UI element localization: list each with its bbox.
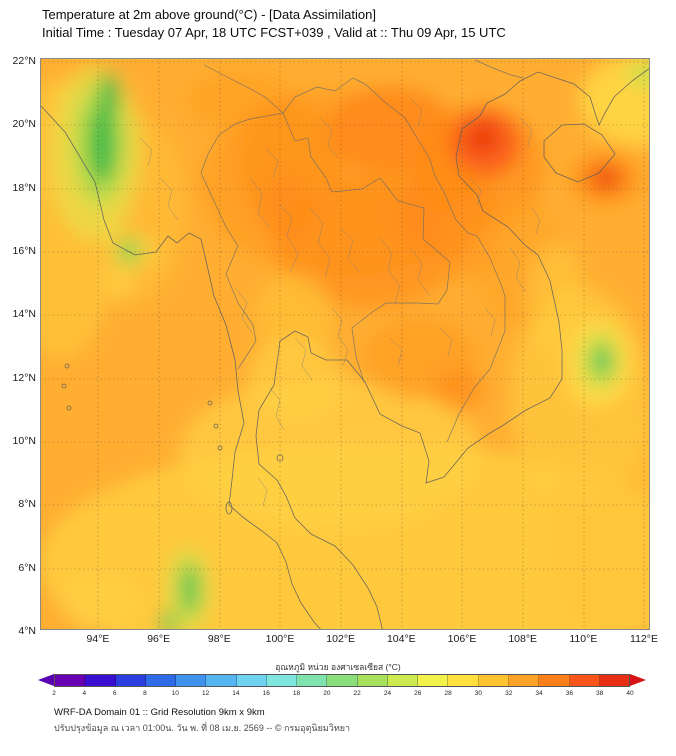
lon-tick-label: 94°E — [86, 633, 110, 645]
colorbar-segment — [266, 675, 298, 686]
colorbar-segment — [327, 675, 358, 686]
lon-tick-label: 112°E — [630, 633, 658, 645]
lat-tick-label: 4°N — [18, 624, 36, 637]
map-frame — [40, 58, 650, 630]
colorbar-segment — [357, 675, 388, 686]
colorbar-segment — [569, 675, 600, 686]
temperature-field — [40, 58, 650, 630]
colorbar-tick-label: 34 — [535, 690, 543, 697]
colorbar-tick-label: 18 — [292, 690, 301, 697]
lat-tick-label: 10°N — [12, 434, 36, 447]
lon-tick-label: 100°E — [265, 633, 295, 645]
lat-tick-label: 22°N — [12, 55, 36, 67]
colorbar-tick-label: 36 — [565, 690, 573, 697]
colorbar-tick-label: 2 — [52, 690, 56, 697]
colorbar-segment — [297, 675, 328, 686]
footer-update-info: ปรับปรุงข้อมูล ณ เวลา 01:00น. วัน พ. ที่… — [54, 723, 351, 733]
colorbar-tick-label: 12 — [201, 690, 210, 697]
colorbar-tick-label: 30 — [474, 690, 483, 697]
lat-tick-label: 20°N — [12, 118, 36, 131]
colorbar-segment — [236, 675, 267, 686]
colorbar-tick-label: 6 — [112, 690, 117, 697]
colorbar-segment — [478, 675, 509, 686]
colorbar-segment — [176, 675, 207, 686]
colorbar-segment — [145, 675, 177, 686]
colorbar-tick-label: 28 — [444, 690, 452, 697]
lat-tick-label: 18°N — [12, 181, 36, 194]
colorbar-segment — [599, 675, 630, 686]
colorbar-tick-label: 14 — [232, 690, 240, 697]
colorbar-segment — [206, 675, 237, 686]
colorbar-scale — [54, 674, 630, 687]
weather-map — [40, 58, 650, 630]
colorbar-tick-label: 16 — [262, 690, 270, 697]
colorbar-label: อุณหภูมิ หน่วย องศาเซลเซียส (°C) — [275, 662, 401, 672]
colorbar-tick-label: 10 — [171, 690, 179, 697]
colorbar-tick-label: 8 — [143, 690, 147, 697]
colorbar-segment — [418, 675, 449, 686]
lon-tick-label: 104°E — [386, 633, 416, 645]
lon-tick-label: 102°E — [326, 633, 356, 645]
colorbar-segment — [448, 675, 479, 686]
lat-tick-label: 16°N — [12, 244, 36, 257]
colorbar-tick-label: 38 — [596, 690, 604, 697]
lat-tick-label: 14°N — [12, 308, 36, 321]
colorbar-tick-label: 26 — [414, 690, 422, 697]
colorbar-segment — [85, 675, 116, 686]
page-subtitle: Initial Time : Tuesday 07 Apr, 18 UTC FC… — [42, 25, 506, 40]
lon-tick-label: 106°E — [447, 633, 477, 645]
lat-tick-label: 12°N — [12, 371, 36, 384]
colorbar-tick-label: 40 — [626, 690, 634, 697]
colorbar-segment — [55, 675, 86, 686]
colorbar-segment — [115, 675, 146, 686]
colorbar-tick-label: 20 — [323, 690, 331, 697]
map-svg — [40, 58, 650, 630]
colorbar — [38, 674, 646, 687]
colorbar-tick-label: 22 — [353, 690, 361, 697]
lon-tick-label: 108°E — [508, 633, 538, 645]
colorbar-right-arrow-icon — [630, 674, 646, 686]
lon-tick-label: 96°E — [147, 633, 171, 645]
colorbar-segment — [387, 675, 419, 686]
colorbar-left-arrow-icon — [38, 674, 54, 686]
footer-domain-info: WRF-DA Domain 01 :: Grid Resolution 9km … — [54, 707, 265, 718]
colorbar-segment — [539, 675, 570, 686]
lat-tick-label: 8°N — [18, 498, 36, 511]
lat-tick-label: 6°N — [18, 561, 36, 574]
lon-tick-label: 98°E — [207, 633, 231, 645]
lon-tick-label: 110°E — [569, 633, 598, 645]
page-title: Temperature at 2m above ground(°C) - [Da… — [42, 7, 376, 22]
colorbar-tick-label: 24 — [383, 690, 392, 697]
grid-lines — [40, 58, 650, 630]
province-borders — [139, 97, 541, 507]
country-borders — [200, 59, 524, 443]
colorbar-segment — [508, 675, 540, 686]
colorbar-tick-label: 32 — [505, 690, 513, 697]
colorbar-tick-label: 4 — [82, 690, 87, 697]
